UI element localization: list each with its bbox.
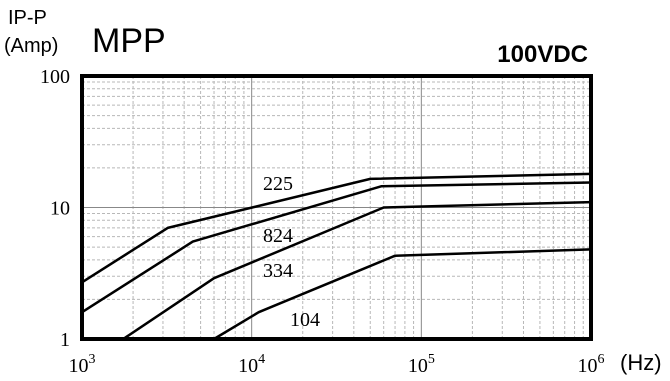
series-label-104: 104 [290,309,320,331]
series-label-225: 225 [263,173,293,195]
x-axis-unit: (Hz) [620,350,662,375]
series-label-334: 334 [263,260,293,282]
series-line-225 [81,172,592,284]
y-tick-label: 1 [60,329,70,351]
y-axis-label-line2: (Amp) [4,35,58,57]
y-tick-label: 10 [50,198,70,220]
y-tick-label: 100 [40,66,70,88]
grid [82,76,591,339]
x-tick-label: 106 [578,352,605,377]
chart-subtitle: 100VDC [497,41,588,68]
series-label-824: 824 [263,225,293,247]
chart-title: MPP [92,22,166,60]
x-tick-label: 105 [408,352,435,377]
x-tick-label: 103 [69,352,96,377]
series-lines [81,172,592,341]
series-line-334 [122,200,592,341]
plot-frame [80,74,593,341]
series-line-104 [213,248,592,341]
y-axis-label-line1: IP-P [8,7,47,29]
x-tick-label: 104 [238,352,265,377]
series-line-824 [81,181,592,314]
